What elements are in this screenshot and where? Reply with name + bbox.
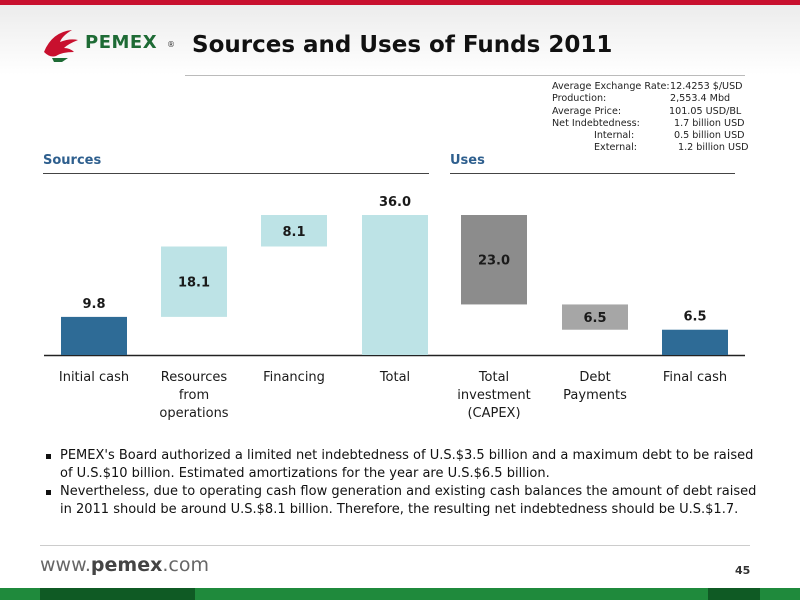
data-label-6: 6.5 [683,310,706,325]
sources-uses-waterfall-chart: 9.8 Initial cash 18.1 Resources from operatio… [44,195,745,421]
footer-url[interactable]: www.pemex.com [40,554,209,576]
assumption-value: 101.05 USD/BL [669,105,742,117]
category-label-4: investment [457,388,530,403]
notes-list: PEMEX's Board authorized a limited net i… [46,447,761,519]
footer-url-brand: pemex [90,554,163,576]
top-accent-bar [0,0,800,5]
data-label-5: 6.5 [583,311,606,326]
bar-6 [662,329,728,355]
category-label-6: Final cash [663,370,727,385]
header-background [0,5,800,75]
category-label-5: Payments [563,388,627,403]
pemex-logo: PEMEX ® [40,26,190,66]
bar-1 [161,246,227,317]
category-label-5: Debt [579,370,610,385]
category-label-1: operations [159,406,228,421]
assumption-label: Net Indebtedness: [552,117,640,129]
uses-heading: Uses [450,153,485,168]
assumption-value: 1.2 billion USD [678,142,749,154]
category-label-2: Financing [263,370,325,385]
data-label-4: 23.0 [478,254,510,269]
assumption-label: Internal: [594,130,635,142]
sources-divider [43,173,429,174]
footer-url-prefix: www. [40,554,91,576]
uses-divider [450,173,735,174]
footer-divider [40,545,750,546]
bar-5 [562,304,628,330]
note-bullet: Nevertheless, due to operating cash flow… [46,483,761,519]
data-label-1: 18.1 [178,276,210,291]
assumption-value: 1.7 billion USD [674,117,745,129]
bar-2 [261,215,327,247]
assumption-value: 0.5 billion USD [674,130,745,142]
assumption-label: External: [594,142,638,154]
page-number: 45 [735,564,751,577]
category-label-4: Total [478,370,509,385]
category-label-0: Initial cash [59,370,129,385]
bar-0 [61,316,127,355]
data-label-2: 8.1 [282,225,305,240]
assumption-value: 12.4253 $/USD [670,81,743,92]
bottom-bar-segment [708,588,760,600]
sources-heading: Sources [43,153,102,168]
data-label-0: 9.8 [82,297,105,312]
logo-wordmark: PEMEX [85,32,158,53]
bar-3 [362,215,428,355]
category-label-3: Total [379,370,410,385]
assumption-label: Average Exchange Rate: [552,81,670,92]
category-label-1: Resources [161,370,228,385]
page-title: Sources and Uses of Funds 2011 [192,32,613,58]
bottom-accent-bar [0,588,800,600]
assumption-value: 2,553.4 Mbd [670,93,731,105]
category-label-1: from [179,388,209,403]
assumption-label: Average Price: [552,105,622,117]
data-label-3: 36.0 [379,195,411,210]
footer-url-suffix: .com [162,554,209,576]
bottom-bar-segment [40,588,195,600]
pemex-eagle-icon [44,30,78,62]
bar-4 [461,215,527,305]
assumption-label: Production: [552,93,607,105]
title-divider [185,75,745,76]
category-label-4: (CAPEX) [467,406,520,421]
note-bullet: PEMEX's Board authorized a limited net i… [46,447,761,483]
logo-registered-mark: ® [167,40,175,49]
